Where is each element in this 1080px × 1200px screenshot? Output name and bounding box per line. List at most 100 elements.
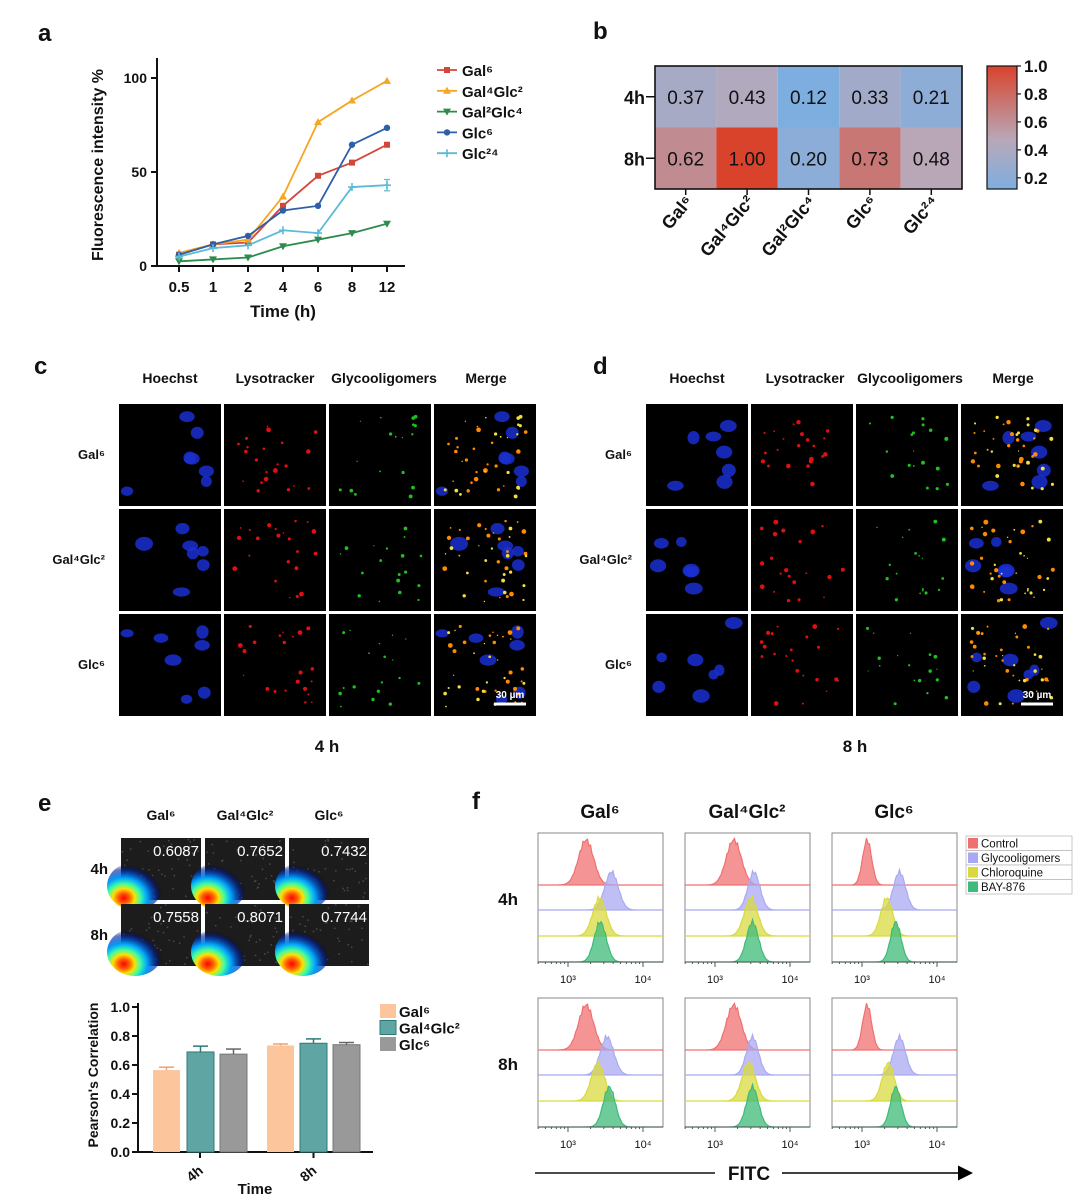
glycooligomer-dot <box>401 470 405 475</box>
histogram-panel: 10³ 10⁴ <box>684 832 811 986</box>
glycooligomer-dot <box>945 482 949 486</box>
noise <box>335 904 337 906</box>
legend-label: Chloroquine <box>981 868 1043 880</box>
noise <box>172 888 174 890</box>
lysosome-dot <box>991 528 996 533</box>
lysosome-dot <box>242 480 244 483</box>
glycooligomer-dot <box>342 686 345 690</box>
nucleus <box>1039 616 1058 629</box>
nucleus <box>724 616 743 629</box>
lysosome-dot <box>767 464 770 468</box>
glycooligomer-dot <box>473 652 475 655</box>
x-tick-label: 12 <box>379 279 396 296</box>
nucleus <box>490 522 505 535</box>
micrograph-background <box>751 404 853 506</box>
micrograph-hoechst <box>646 404 748 506</box>
heatmap-cell <box>900 66 962 128</box>
micrograph-glycooligomers <box>329 614 431 716</box>
noise <box>145 929 148 931</box>
noise <box>260 909 262 912</box>
noise <box>251 875 253 878</box>
glycooligomer-dot <box>403 526 408 531</box>
colorbar-label: 1.0 <box>1024 57 1048 76</box>
glycooligomer-dot <box>1040 466 1045 471</box>
histogram-glycooligomers <box>832 1032 957 1076</box>
lysosome-dot <box>521 529 527 534</box>
legend-swatch <box>968 867 978 878</box>
row-label: 4h <box>90 861 108 878</box>
glycooligomer-dot <box>502 590 507 595</box>
lysosome-dot <box>773 590 776 593</box>
lysosome-dot <box>989 572 992 575</box>
noise <box>342 887 344 890</box>
glycooligomer-dot <box>1038 519 1043 524</box>
lysosome-dot <box>773 701 779 706</box>
glycooligomer-dot <box>401 436 404 439</box>
lysosome-dot <box>267 523 272 528</box>
noise <box>346 887 349 889</box>
panel-label-d: d <box>593 353 608 380</box>
noise <box>270 944 273 946</box>
glycooligomer-dot <box>890 474 895 478</box>
lysosome-dot <box>759 561 765 566</box>
noise <box>255 853 258 856</box>
col-label: Glc⁶ <box>842 192 881 233</box>
glycooligomer-dot <box>411 416 416 420</box>
glycooligomer-dot <box>457 685 461 689</box>
lysosome-dot <box>1035 690 1038 693</box>
legend-label: BAY-876 <box>981 882 1025 894</box>
glycooligomer-dot <box>483 642 486 645</box>
nucleus <box>196 546 209 557</box>
noise <box>196 930 199 932</box>
lysosome-dot <box>823 596 825 599</box>
lysosome-dot <box>254 458 259 462</box>
glycooligomer-dot <box>974 422 977 425</box>
glycooligomer-dot <box>338 488 342 492</box>
lysosome-dot <box>313 551 318 556</box>
lysosome-dot <box>836 679 839 682</box>
lysosome-dot <box>786 463 791 469</box>
x-tick-label: 8h <box>297 1162 320 1185</box>
column-header: Glc⁶ <box>314 807 343 823</box>
noise <box>265 877 267 880</box>
lysosome-dot <box>970 459 976 464</box>
noise <box>278 847 281 850</box>
glycooligomer-dot <box>354 493 357 496</box>
lysosome-dot <box>983 590 986 593</box>
glycooligomer-dot <box>1049 436 1054 441</box>
nucleus <box>515 475 527 487</box>
lysosome-dot <box>1031 455 1034 458</box>
lysosome-dot <box>284 689 287 692</box>
glycooligomer-dot <box>1006 536 1009 539</box>
legend-swatch <box>380 1037 396 1051</box>
lysosome-dot <box>776 448 779 451</box>
noise <box>363 892 366 894</box>
colocalization-scatter: 0.7432 <box>275 838 369 910</box>
noise <box>205 912 208 914</box>
panel-label-f: f <box>472 788 480 815</box>
glycooligomer-dot <box>419 554 423 558</box>
cell-value: 0.37 <box>667 88 704 109</box>
x-tick-label: 10³ <box>560 974 576 986</box>
col-label: Gal⁴Glc² <box>696 192 758 261</box>
nucleus <box>135 536 154 551</box>
lysosome-dot <box>447 643 453 648</box>
lysosome-dot <box>245 436 248 440</box>
x-tick-label: 10⁴ <box>929 1139 946 1151</box>
lysosome-dot <box>310 701 313 704</box>
lysosome-dot <box>773 430 776 433</box>
lysosome-dot <box>490 441 494 445</box>
glycooligomer-dot <box>933 519 938 524</box>
colocalization-scatter: 0.8071 <box>191 904 285 976</box>
glycooligomer-dot <box>459 493 462 496</box>
glycooligomer-dot <box>928 428 933 432</box>
lysosome-dot <box>1010 432 1014 437</box>
glycooligomer-dot <box>935 487 939 491</box>
lysosome-dot <box>1006 419 1011 425</box>
noise <box>327 840 330 842</box>
series-2 <box>175 220 391 266</box>
noise <box>190 911 192 914</box>
micrograph-background <box>329 614 431 716</box>
lysosome-dot <box>996 598 1001 603</box>
glycooligomer-dot <box>908 528 911 531</box>
